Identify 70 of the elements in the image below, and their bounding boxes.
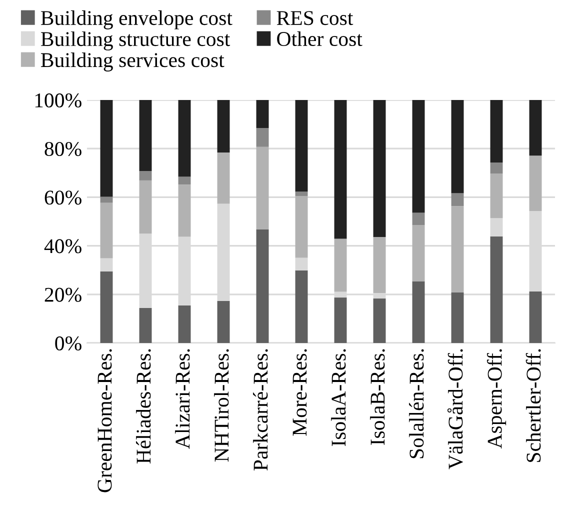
bar — [100, 100, 113, 197]
y-tick-label: 40% — [44, 239, 82, 254]
y-tick-label: 60% — [44, 190, 82, 205]
bar — [490, 162, 503, 174]
bar — [100, 271, 113, 343]
bar — [256, 229, 269, 343]
bar — [139, 170, 152, 180]
x-tick-label: IsolaA-Res. — [331, 349, 346, 446]
bar — [178, 305, 191, 343]
bar — [490, 236, 503, 343]
y-tick-label: 100% — [35, 93, 82, 108]
y-tick-label: 80% — [44, 142, 82, 156]
bar — [295, 258, 308, 270]
bar — [100, 196, 113, 203]
bar — [295, 100, 308, 192]
bar — [217, 100, 230, 152]
legend-label: Building structure cost — [40, 31, 230, 50]
bar — [451, 193, 464, 206]
x-tick-label: GreenHome-Res. — [98, 349, 112, 492]
bar — [334, 238, 347, 292]
x-tick-label: Parkcarré-Res. — [253, 349, 268, 470]
legend-label: Building services cost — [40, 52, 224, 72]
bar — [334, 100, 347, 239]
bar — [412, 100, 425, 213]
bar — [178, 176, 191, 185]
bar — [256, 100, 269, 128]
bar — [451, 206, 464, 292]
x-tick-label: Schertler-Off. — [526, 349, 541, 462]
bar — [529, 156, 542, 212]
bar — [373, 237, 386, 294]
bar — [217, 300, 230, 343]
bar — [334, 298, 347, 343]
bar — [256, 128, 269, 147]
bar — [412, 225, 425, 282]
x-tick-label: NHTirol-Res. — [214, 349, 229, 462]
bar — [295, 192, 308, 196]
bar — [295, 270, 308, 343]
legend-label: RES cost — [276, 11, 354, 26]
y-tick-label: 0% — [55, 336, 82, 350]
legend-label: Other cost — [277, 31, 362, 46]
bar — [529, 291, 542, 343]
bar — [451, 100, 464, 194]
x-tick-label: Héliades-Res. — [136, 349, 151, 464]
bar — [529, 100, 542, 156]
bar — [412, 212, 425, 226]
x-tick-label: More-Res. — [292, 349, 307, 436]
bar — [217, 152, 230, 204]
x-tick-label: Alizari-Res. — [175, 349, 190, 449]
x-tick-label: Aspern-Off. — [486, 349, 506, 449]
bar — [100, 258, 113, 272]
bar — [490, 218, 503, 236]
bar — [373, 298, 386, 343]
legend-label: Building envelope cost — [40, 10, 232, 30]
bar — [490, 174, 503, 218]
bar — [490, 100, 503, 162]
x-tick-label: Solallén-Res. — [409, 349, 424, 458]
bar — [178, 184, 191, 237]
bar — [139, 308, 152, 343]
bar — [100, 202, 113, 258]
x-tick-label: IsolaB-Res. — [370, 349, 385, 445]
bar — [412, 281, 425, 343]
y-tick-label: 20% — [44, 288, 82, 302]
x-tick-label: VälaGård-Off. — [447, 349, 463, 470]
bar — [295, 196, 308, 258]
bar — [373, 100, 386, 238]
bar — [139, 100, 152, 171]
bar — [451, 292, 464, 343]
bar — [256, 146, 269, 230]
bar — [178, 100, 191, 177]
bar — [139, 180, 152, 234]
